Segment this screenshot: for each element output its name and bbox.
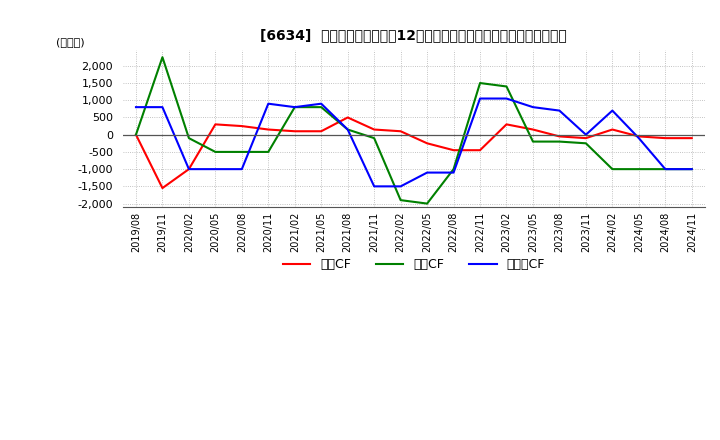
営業CF xyxy=(528,127,537,132)
投資CF xyxy=(528,139,537,144)
投資CF xyxy=(211,149,220,154)
フリーCF xyxy=(132,105,140,110)
フリーCF xyxy=(688,166,696,172)
営業CF xyxy=(688,136,696,141)
Line: 営業CF: 営業CF xyxy=(136,117,692,188)
フリーCF xyxy=(449,170,458,175)
フリーCF xyxy=(502,96,510,101)
投資CF xyxy=(688,166,696,172)
投資CF xyxy=(661,166,670,172)
投資CF xyxy=(343,127,352,132)
フリーCF xyxy=(264,101,273,106)
投資CF xyxy=(317,105,325,110)
Line: 投資CF: 投資CF xyxy=(136,57,692,204)
フリーCF xyxy=(317,101,325,106)
営業CF xyxy=(634,134,643,139)
フリーCF xyxy=(608,108,617,113)
営業CF xyxy=(184,166,193,172)
Title: [6634]  キャッシュフローの12か月移動合計の対前年同期増減額の推移: [6634] キャッシュフローの12か月移動合計の対前年同期増減額の推移 xyxy=(261,28,567,42)
フリーCF xyxy=(184,166,193,172)
投資CF xyxy=(132,132,140,137)
フリーCF xyxy=(343,127,352,132)
Y-axis label: (百万円): (百万円) xyxy=(56,37,85,47)
投資CF xyxy=(582,141,590,146)
営業CF xyxy=(158,185,167,191)
営業CF xyxy=(132,132,140,137)
フリーCF xyxy=(290,105,299,110)
投資CF xyxy=(502,84,510,89)
営業CF xyxy=(343,115,352,120)
投資CF xyxy=(449,166,458,172)
営業CF xyxy=(423,141,431,146)
フリーCF xyxy=(634,136,643,141)
投資CF xyxy=(634,166,643,172)
営業CF xyxy=(317,128,325,134)
フリーCF xyxy=(211,166,220,172)
フリーCF xyxy=(582,132,590,137)
フリーCF xyxy=(528,105,537,110)
フリーCF xyxy=(370,184,379,189)
営業CF xyxy=(449,147,458,153)
投資CF xyxy=(476,81,485,86)
投資CF xyxy=(184,136,193,141)
投資CF xyxy=(555,139,564,144)
フリーCF xyxy=(476,96,485,101)
投資CF xyxy=(396,198,405,203)
営業CF xyxy=(370,127,379,132)
投資CF xyxy=(264,149,273,154)
営業CF xyxy=(238,124,246,129)
投資CF xyxy=(158,55,167,60)
フリーCF xyxy=(238,166,246,172)
営業CF xyxy=(290,128,299,134)
投資CF xyxy=(290,105,299,110)
営業CF xyxy=(211,122,220,127)
フリーCF xyxy=(158,105,167,110)
フリーCF xyxy=(555,108,564,113)
Line: フリーCF: フリーCF xyxy=(136,99,692,187)
投資CF xyxy=(238,149,246,154)
営業CF xyxy=(661,136,670,141)
フリーCF xyxy=(423,170,431,175)
営業CF xyxy=(555,134,564,139)
投資CF xyxy=(608,166,617,172)
フリーCF xyxy=(661,166,670,172)
Legend: 営業CF, 投資CF, フリーCF: 営業CF, 投資CF, フリーCF xyxy=(277,253,550,276)
営業CF xyxy=(502,122,510,127)
フリーCF xyxy=(396,184,405,189)
営業CF xyxy=(476,147,485,153)
営業CF xyxy=(582,136,590,141)
投資CF xyxy=(370,136,379,141)
営業CF xyxy=(608,127,617,132)
営業CF xyxy=(396,128,405,134)
営業CF xyxy=(264,127,273,132)
投資CF xyxy=(423,201,431,206)
